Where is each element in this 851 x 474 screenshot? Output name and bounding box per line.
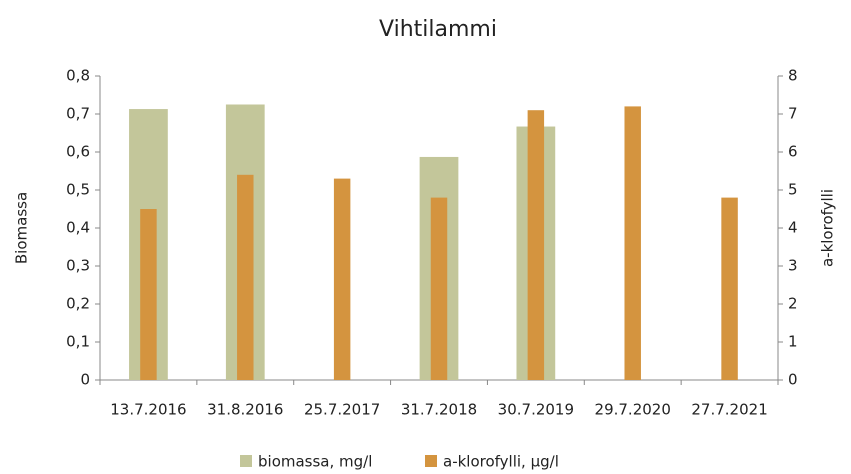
y2-tick-label: 6 <box>788 143 798 161</box>
bar <box>140 209 157 380</box>
bar <box>333 178 351 380</box>
x-tick-label: 31.7.2018 <box>401 401 477 419</box>
y-axis-label: Biomassa <box>13 192 31 264</box>
y-tick-label: 0,4 <box>66 219 90 237</box>
y-tick-label: 0,7 <box>66 105 90 123</box>
x-tick-label: 25.7.2017 <box>304 401 380 419</box>
y2-tick-label: 5 <box>788 181 798 199</box>
y-tick-label: 0,3 <box>66 257 90 275</box>
y-tick-label: 0,2 <box>66 295 90 313</box>
x-tick-label: 31.8.2016 <box>207 401 283 419</box>
x-tick-label: 30.7.2019 <box>498 401 574 419</box>
y2-tick-label: 2 <box>788 295 798 313</box>
bar <box>721 197 738 380</box>
y2-tick-label: 0 <box>788 371 798 389</box>
y2-tick-label: 8 <box>788 67 798 85</box>
x-tick-label: 29.7.2020 <box>595 401 671 419</box>
y2-tick-label: 4 <box>788 219 798 237</box>
y2-tick-label: 1 <box>788 333 798 351</box>
x-tick-label: 27.7.2021 <box>691 401 767 419</box>
bar <box>624 106 641 381</box>
legend-label: biomassa, mg/l <box>258 453 372 471</box>
y-tick-label: 0 <box>80 371 90 389</box>
legend-label: a-klorofylli, µg/l <box>443 453 559 471</box>
y-tick-label: 0,6 <box>66 143 90 161</box>
bar <box>430 197 448 380</box>
legend-swatch <box>425 455 437 467</box>
bar <box>237 174 254 380</box>
y-tick-label: 0,8 <box>66 67 90 85</box>
x-tick-label: 13.7.2016 <box>110 401 186 419</box>
y2-tick-label: 7 <box>788 105 798 123</box>
legend-swatch <box>240 455 252 467</box>
y-tick-label: 0,5 <box>66 181 90 199</box>
y2-tick-label: 3 <box>788 257 798 275</box>
bar <box>527 110 545 380</box>
y-tick-label: 0,1 <box>66 333 90 351</box>
chart-title: Vihtilammi <box>379 17 497 42</box>
y2-axis-label: a-klorofylli <box>819 189 837 267</box>
